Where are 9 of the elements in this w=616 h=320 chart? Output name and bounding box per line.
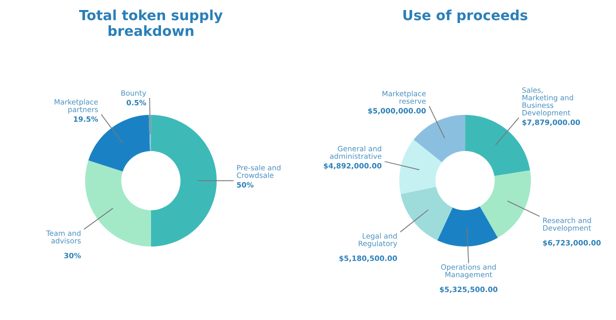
chart-title: Use of proceeds xyxy=(403,10,528,24)
donut-slice xyxy=(85,160,151,246)
donut-slice xyxy=(480,170,531,238)
donut-slice xyxy=(437,206,498,246)
donut-slice xyxy=(414,114,466,162)
donut-slice xyxy=(400,186,453,240)
donut-slice xyxy=(399,140,442,194)
donut-slice xyxy=(150,114,217,246)
chart-title: Total token supply breakdown xyxy=(79,10,223,36)
